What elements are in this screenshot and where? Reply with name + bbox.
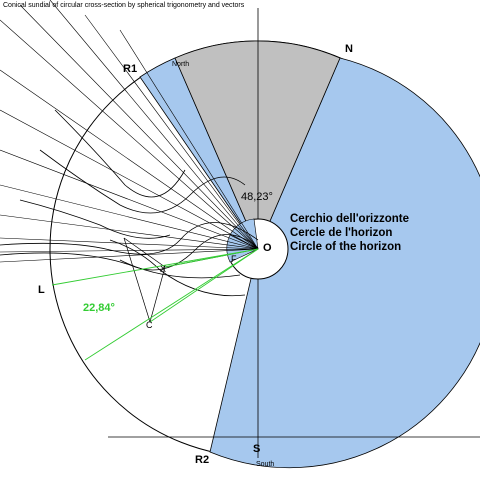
diagram-title: Conical sundial of circular cross-sectio…: [3, 2, 245, 9]
label-north-small: North: [172, 61, 189, 68]
label-r2: R2: [195, 454, 209, 466]
label-origin-o: O: [263, 242, 272, 254]
label-south-s: S: [253, 443, 260, 455]
label-left-l: L: [38, 284, 45, 296]
label-south-small: South: [256, 461, 274, 468]
legend-italian: Cerchio dell'orizzonte: [290, 213, 409, 225]
label-point-f: F: [231, 254, 237, 264]
declination-curves: [0, 109, 259, 297]
label-r1: R1: [123, 63, 137, 75]
label-point-c: C: [146, 320, 153, 330]
angle-side: 22,84°: [83, 302, 115, 314]
angle-north: 48,23°: [241, 191, 273, 203]
legend-english: Circle of the horizon: [290, 241, 401, 253]
blue-main-sector: [209, 57, 480, 469]
hour-lines: [0, 0, 259, 263]
gray-sector: [174, 40, 341, 251]
green-angle-lines: [51, 248, 259, 361]
label-point-x: X: [160, 264, 166, 274]
legend-french: Cercle de l'horizon: [290, 227, 392, 239]
label-north-n: N: [345, 43, 353, 55]
